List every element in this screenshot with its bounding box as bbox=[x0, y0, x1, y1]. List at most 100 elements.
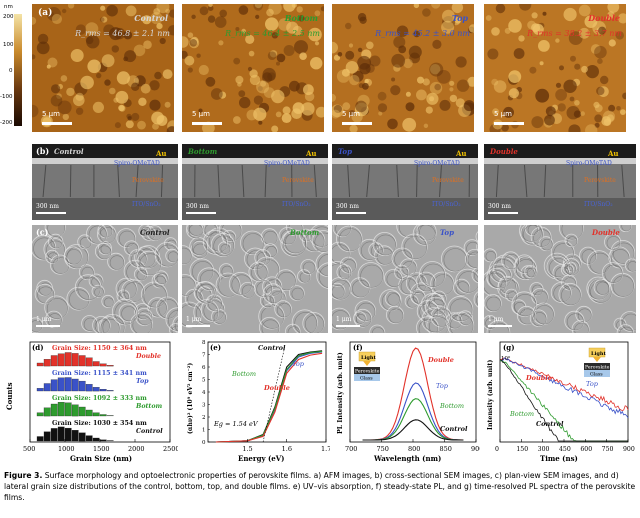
x-tick-label: 1000 bbox=[58, 445, 75, 453]
grain-outline bbox=[552, 264, 571, 282]
afm-grain bbox=[219, 9, 227, 18]
grain-outline bbox=[504, 288, 518, 302]
au-label: Au bbox=[607, 149, 619, 158]
afm-grain bbox=[294, 40, 308, 55]
grain-shadow bbox=[338, 228, 362, 252]
afm-grain bbox=[92, 101, 104, 113]
afm-grain bbox=[278, 18, 291, 31]
afm-grain bbox=[235, 27, 240, 31]
perovskite-layer bbox=[484, 164, 636, 198]
afm-grain bbox=[396, 25, 409, 37]
afm-grain bbox=[366, 41, 374, 50]
grain-outline bbox=[92, 316, 111, 333]
afm-grain bbox=[249, 74, 261, 86]
caption-label: Figure 3. bbox=[4, 471, 43, 480]
sem-scale-label: 300 nm bbox=[336, 203, 359, 210]
histogram-bar bbox=[106, 390, 114, 392]
grain-boundary bbox=[495, 164, 499, 198]
afm-grain bbox=[544, 114, 555, 126]
spiro-layer bbox=[332, 158, 478, 164]
afm-grain bbox=[495, 4, 506, 14]
afm-grain bbox=[578, 27, 590, 39]
afm-grain bbox=[598, 26, 607, 35]
grain-outline bbox=[98, 241, 112, 255]
histogram-bar bbox=[50, 355, 58, 367]
afm-grain bbox=[430, 63, 441, 75]
series-label: Double bbox=[263, 384, 290, 392]
grain-shadow bbox=[318, 254, 328, 277]
afm-grain bbox=[62, 113, 69, 121]
series-label: Control bbox=[258, 344, 286, 352]
grain-shadow bbox=[418, 318, 439, 333]
afm-grain bbox=[127, 116, 132, 121]
afm-grain bbox=[150, 12, 163, 25]
afm-grain bbox=[233, 57, 241, 65]
grain-shadow bbox=[99, 227, 116, 244]
afm-grain bbox=[245, 34, 255, 44]
histogram-bar bbox=[85, 409, 93, 417]
series-line-control bbox=[362, 419, 464, 441]
au-label: Au bbox=[455, 149, 467, 158]
grain-outline bbox=[169, 323, 178, 333]
afm-grain bbox=[493, 80, 507, 93]
afm-grain bbox=[408, 45, 422, 59]
grain-size-label: Grain Size: 1115 ± 341 nm bbox=[52, 370, 147, 377]
afm-grain bbox=[436, 70, 451, 84]
histogram-bar bbox=[57, 402, 65, 417]
grain-shadow bbox=[407, 297, 418, 308]
afm-grain bbox=[258, 120, 263, 125]
grain-outline bbox=[484, 248, 497, 263]
grain-boundary bbox=[366, 164, 370, 198]
afm-grain bbox=[608, 39, 616, 47]
grain-outline bbox=[384, 290, 401, 307]
afm-grain bbox=[271, 125, 279, 132]
grain-shadow bbox=[517, 257, 534, 274]
afm-grain bbox=[36, 41, 50, 55]
grain-outline bbox=[369, 324, 386, 333]
inset-glass-label: Glass bbox=[590, 372, 603, 378]
afm-grain bbox=[594, 122, 600, 128]
afm-grain bbox=[491, 78, 499, 86]
afm-grain bbox=[248, 50, 255, 57]
afm-grain bbox=[456, 79, 470, 92]
afm-grain bbox=[390, 85, 401, 96]
grain-outline bbox=[297, 269, 312, 284]
grain-shadow bbox=[561, 225, 584, 240]
grain-shadow bbox=[220, 243, 231, 254]
afm-grain bbox=[508, 70, 522, 83]
grain-outline bbox=[372, 231, 397, 257]
grain-outline bbox=[138, 225, 152, 238]
grain-outline bbox=[546, 255, 569, 278]
afm-grain bbox=[67, 4, 75, 9]
grain-outline bbox=[564, 310, 585, 332]
afm-grain bbox=[235, 75, 244, 84]
grain-shadow bbox=[394, 250, 413, 269]
grain-shadow bbox=[196, 283, 217, 304]
grain-shadow bbox=[221, 225, 242, 242]
y-tick-label: 2 bbox=[202, 415, 206, 421]
afm-grain bbox=[451, 4, 464, 14]
colorbar-unit: nm bbox=[4, 4, 13, 10]
series-label: Top bbox=[292, 360, 305, 368]
grain-outline bbox=[441, 245, 468, 273]
afm-grain bbox=[405, 91, 411, 97]
grain-size-label: Grain Size: 1092 ± 333 nm bbox=[52, 395, 147, 402]
grain-outline bbox=[430, 271, 455, 296]
histogram-bar bbox=[85, 384, 93, 392]
afm-grain bbox=[413, 30, 420, 38]
grain-shadow bbox=[375, 234, 397, 256]
grain-boundary bbox=[160, 164, 164, 198]
grain-outline bbox=[463, 239, 478, 256]
afm-grain bbox=[137, 120, 146, 130]
grain-shadow bbox=[175, 319, 178, 332]
grain-shadow bbox=[83, 317, 98, 332]
grain-outline bbox=[215, 272, 241, 298]
grain-outline bbox=[604, 233, 622, 251]
afm-grain bbox=[253, 107, 267, 121]
grain-shadow bbox=[332, 279, 351, 300]
grain-shadow bbox=[526, 267, 537, 278]
grain-shadow bbox=[171, 325, 178, 333]
grain-shadow bbox=[47, 252, 59, 264]
grain-outline bbox=[476, 242, 478, 252]
